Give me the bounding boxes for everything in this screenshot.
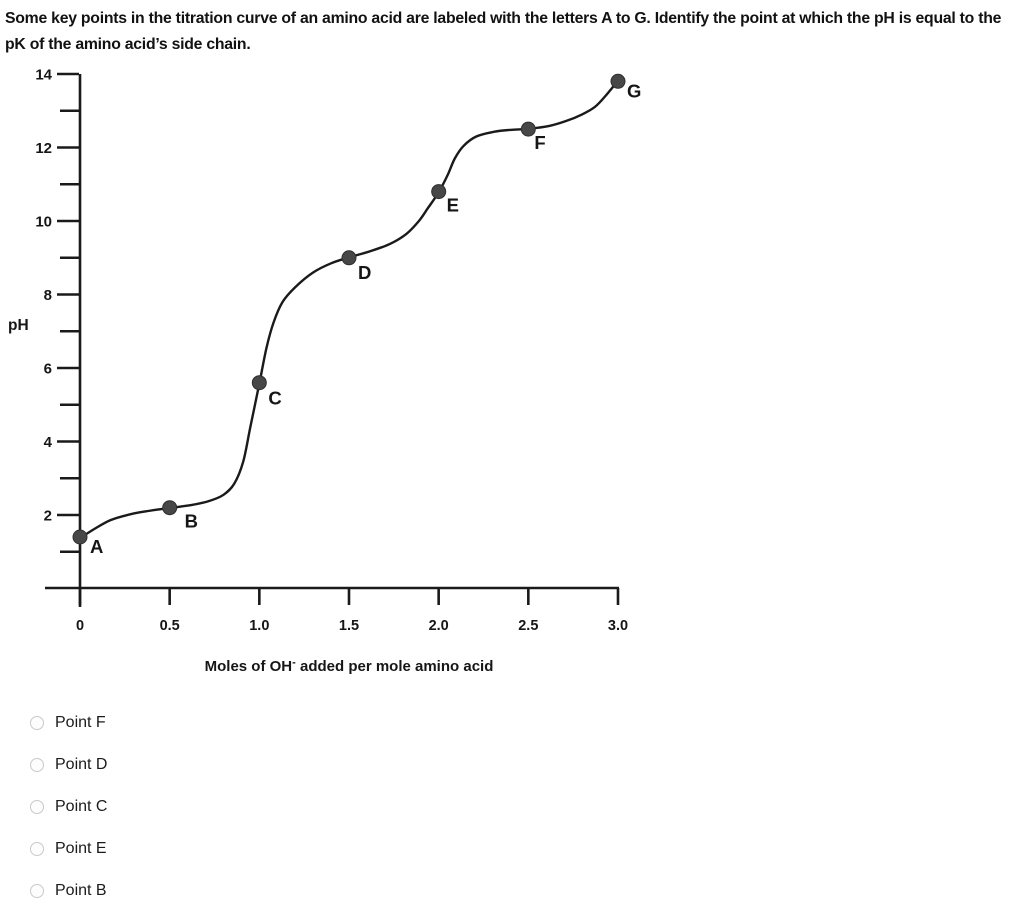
x-tick-label-1.5: 1.5 [339,618,359,634]
axes [45,74,619,607]
option-label-point-c[interactable]: Point C [55,797,108,815]
radio-point-f[interactable] [30,715,44,730]
option-row-point-d[interactable]: Point D [30,754,107,775]
point-label-F: F [534,132,545,153]
titration-chart: 2 4 6 8 10 12 14 0 0.5 1.0 1.5 2.0 2.5 3.0 pH Moles of … [8,67,641,676]
point-label-A: A [90,536,103,557]
option-row-point-e[interactable]: Point E [30,838,107,859]
y-tick-label-12: 12 [35,140,52,157]
option-label-point-e[interactable]: Point E [55,839,107,857]
x-axis-ticks: 0 0.5 1.0 1.5 2.0 2.5 3.0 [76,588,628,634]
x-tick-label-3.0: 3.0 [608,618,628,634]
x-tick-label-0: 0 [76,618,84,634]
point-label-B: B [185,511,198,532]
data-point-D [341,250,357,266]
option-row-point-f[interactable]: Point F [30,712,107,733]
point-label-D: D [358,262,371,283]
question-text: Some key points in the titration curve o… [5,10,1002,53]
option-label-point-f[interactable]: Point F [55,713,106,731]
x-axis-title: Moles of OH- added per mole amino acid [205,657,494,676]
option-row-point-c[interactable]: Point C [30,796,107,817]
y-tick-label-10: 10 [35,214,52,231]
y-tick-label-8: 8 [44,287,52,304]
data-point-B [162,500,178,516]
x-tick-label-2.0: 2.0 [429,618,449,634]
x-tick-label-0.5: 0.5 [160,618,180,634]
y-tick-label-2: 2 [44,508,52,525]
x-tick-label-1.0: 1.0 [249,618,269,634]
y-axis-title: pH [8,317,29,334]
point-label-E: E [447,195,459,216]
data-point-G [610,73,626,89]
point-label-C: C [268,388,281,409]
data-point-C [251,375,267,391]
y-tick-label-14: 14 [35,67,52,84]
radio-point-e[interactable] [30,841,44,856]
radio-point-b[interactable] [30,883,44,898]
radio-point-c[interactable] [30,799,44,814]
option-label-point-b[interactable]: Point B [55,881,107,899]
y-tick-label-4: 4 [44,434,53,451]
data-point-F [520,121,536,137]
point-label-G: G [627,80,641,101]
y-axis-ticks: 2 4 6 8 10 12 14 [35,67,79,554]
data-point-E [431,184,447,200]
radio-point-d[interactable] [30,757,44,772]
option-row-point-b[interactable]: Point B [30,880,107,901]
data-point-A [72,529,88,545]
y-tick-label-6: 6 [44,361,52,378]
labeled-points: A B C D E F G [72,73,641,557]
x-tick-label-2.5: 2.5 [518,618,538,634]
answer-options: Point F Point D Point C Point E Point B [30,712,107,901]
option-label-point-d[interactable]: Point D [55,755,108,773]
